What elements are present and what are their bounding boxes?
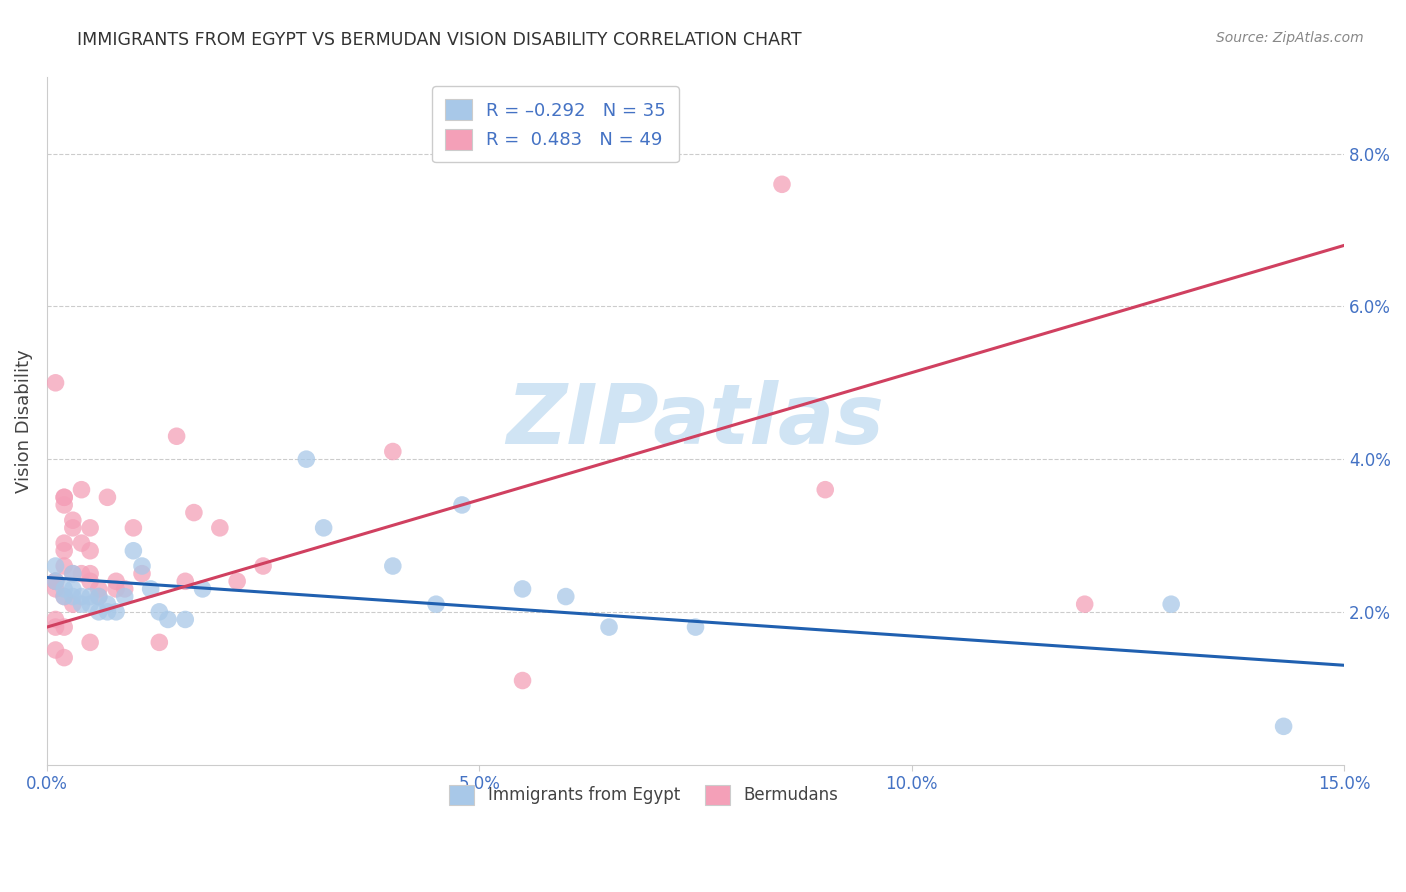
- Point: [252, 559, 274, 574]
- Point: [79, 597, 101, 611]
- Point: [381, 559, 404, 574]
- Point: [45, 574, 67, 589]
- Point: [45, 612, 67, 626]
- Point: [53, 559, 76, 574]
- Point: [174, 574, 197, 589]
- Point: [87, 590, 110, 604]
- Point: [45, 620, 67, 634]
- Point: [554, 590, 576, 604]
- Legend: Immigrants from Egypt, Bermudans: Immigrants from Egypt, Bermudans: [439, 775, 848, 814]
- Point: [451, 498, 474, 512]
- Point: [70, 597, 93, 611]
- Point: [512, 673, 534, 688]
- Point: [114, 590, 136, 604]
- Point: [45, 574, 67, 589]
- Point: [45, 582, 67, 596]
- Text: IMMIGRANTS FROM EGYPT VS BERMUDAN VISION DISABILITY CORRELATION CHART: IMMIGRANTS FROM EGYPT VS BERMUDAN VISION…: [77, 31, 801, 49]
- Point: [96, 491, 118, 505]
- Point: [53, 491, 76, 505]
- Point: [105, 582, 128, 596]
- Point: [70, 483, 93, 497]
- Point: [87, 605, 110, 619]
- Point: [53, 543, 76, 558]
- Point: [53, 536, 76, 550]
- Point: [1073, 597, 1095, 611]
- Point: [53, 590, 76, 604]
- Point: [381, 444, 404, 458]
- Point: [814, 483, 837, 497]
- Point: [156, 612, 179, 626]
- Point: [62, 521, 84, 535]
- Point: [425, 597, 447, 611]
- Point: [312, 521, 335, 535]
- Point: [208, 521, 231, 535]
- Point: [114, 582, 136, 596]
- Point: [53, 582, 76, 596]
- Point: [295, 452, 318, 467]
- Point: [131, 566, 153, 581]
- Point: [226, 574, 249, 589]
- Point: [174, 612, 197, 626]
- Point: [191, 582, 214, 596]
- Point: [62, 590, 84, 604]
- Point: [122, 521, 145, 535]
- Point: [183, 506, 205, 520]
- Point: [87, 590, 110, 604]
- Point: [166, 429, 188, 443]
- Point: [685, 620, 707, 634]
- Point: [53, 650, 76, 665]
- Point: [598, 620, 620, 634]
- Point: [79, 566, 101, 581]
- Point: [62, 566, 84, 581]
- Text: Source: ZipAtlas.com: Source: ZipAtlas.com: [1216, 31, 1364, 45]
- Point: [512, 582, 534, 596]
- Point: [1160, 597, 1182, 611]
- Point: [105, 605, 128, 619]
- Point: [70, 566, 93, 581]
- Point: [79, 635, 101, 649]
- Point: [45, 643, 67, 657]
- Point: [53, 620, 76, 634]
- Point: [70, 536, 93, 550]
- Point: [45, 376, 67, 390]
- Point: [105, 574, 128, 589]
- Point: [70, 590, 93, 604]
- Point: [96, 597, 118, 611]
- Point: [45, 574, 67, 589]
- Point: [53, 491, 76, 505]
- Point: [96, 605, 118, 619]
- Point: [79, 590, 101, 604]
- Point: [45, 574, 67, 589]
- Point: [53, 498, 76, 512]
- Y-axis label: Vision Disability: Vision Disability: [15, 349, 32, 493]
- Point: [62, 597, 84, 611]
- Point: [53, 590, 76, 604]
- Point: [79, 543, 101, 558]
- Point: [148, 635, 170, 649]
- Point: [122, 543, 145, 558]
- Point: [139, 582, 162, 596]
- Point: [770, 178, 793, 192]
- Point: [79, 574, 101, 589]
- Point: [131, 559, 153, 574]
- Point: [62, 513, 84, 527]
- Point: [45, 559, 67, 574]
- Point: [148, 605, 170, 619]
- Point: [79, 521, 101, 535]
- Point: [87, 582, 110, 596]
- Text: ZIPatlas: ZIPatlas: [506, 381, 884, 461]
- Point: [62, 566, 84, 581]
- Point: [1272, 719, 1295, 733]
- Point: [62, 582, 84, 596]
